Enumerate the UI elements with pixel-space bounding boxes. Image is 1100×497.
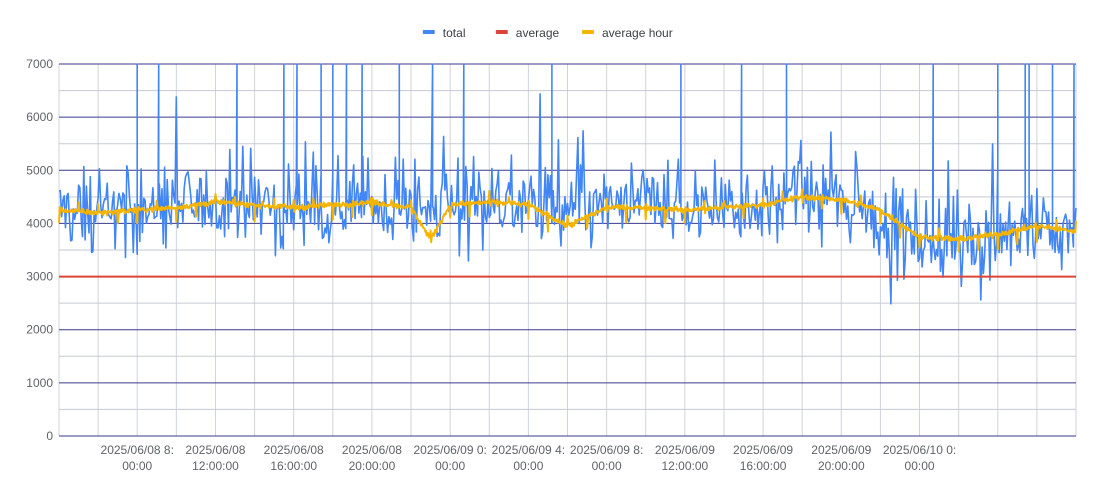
legend-item-average[interactable]: average [495, 26, 560, 40]
y-tick-label: 7000 [26, 57, 53, 71]
x-tick-label: 2025/06/08 20:00:00 [342, 443, 402, 473]
legend-label: average hour [602, 26, 673, 40]
legend: total average average hour [422, 26, 673, 40]
x-tick-label: 2025/06/08 16:00:00 [264, 443, 324, 473]
y-axis-ticks: 0 1000 2000 3000 4000 5000 6000 7000 [26, 57, 53, 443]
x-tick-label: 2025/06/09 20:00:00 [811, 443, 871, 473]
y-tick-label: 2000 [26, 323, 53, 337]
y-tick-label: 0 [46, 429, 53, 443]
x-tick-label: 2025/06/09 8: 00:00 [570, 443, 643, 473]
legend-swatch [422, 30, 435, 34]
legend-swatch [582, 30, 594, 34]
legend-swatch [495, 30, 508, 34]
x-tick-label: 2025/06/09 16:00:00 [733, 443, 793, 473]
x-tick-label: 2025/06/08 8: 00:00 [101, 443, 174, 473]
legend-item-average-hour[interactable]: average hour [582, 26, 673, 40]
x-tick-label: 2025/06/09 0: 00:00 [413, 443, 486, 473]
series-line-average-hour [58, 188, 1077, 253]
y-tick-label: 6000 [26, 110, 53, 124]
x-tick-label: 2025/06/09 4: 00:00 [492, 443, 565, 473]
legend-item-total[interactable]: total [422, 26, 466, 40]
x-tick-label: 2025/06/09 12:00:00 [655, 443, 715, 473]
x-tick-label: 2025/06/10 0: 00:00 [883, 443, 956, 473]
y-tick-label: 4000 [26, 216, 53, 230]
legend-label: total [443, 26, 466, 40]
y-tick-label: 5000 [26, 163, 53, 177]
x-tick-label: 2025/06/08 12:00:00 [185, 443, 245, 473]
x-axis-ticks: 2025/06/08 8: 00:00 2025/06/08 12:00:00 2025… [101, 443, 957, 473]
y-tick-label: 1000 [26, 376, 53, 390]
y-tick-label: 3000 [26, 270, 53, 284]
series-layer [58, 63, 1077, 305]
legend-label: average [516, 26, 560, 40]
